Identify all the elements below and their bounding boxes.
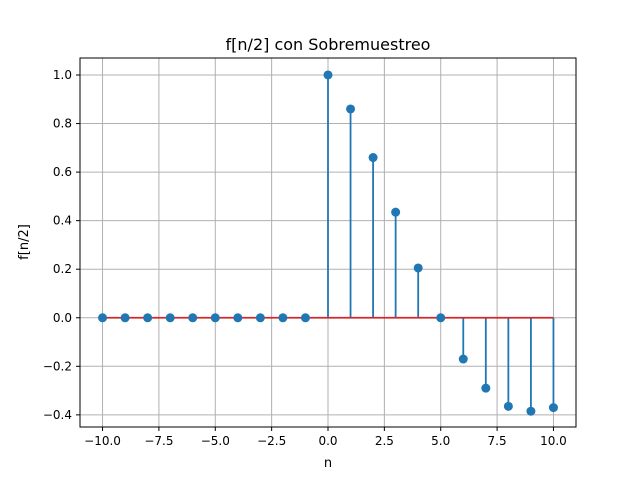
- y-tick-label: −0.2: [43, 359, 72, 373]
- stem-marker: [120, 313, 130, 323]
- stem-marker: [548, 403, 558, 413]
- stem-marker: [143, 313, 153, 323]
- stem-marker: [255, 313, 265, 323]
- y-tick-label: 0.0: [53, 311, 72, 325]
- y-tick-label: 1.0: [53, 68, 72, 82]
- x-axis-label: n: [324, 456, 332, 471]
- x-tick-label: 10.0: [540, 434, 567, 448]
- x-tick-label: 7.5: [488, 434, 507, 448]
- y-tick-label: −0.4: [43, 408, 72, 422]
- y-tick-label: 0.6: [53, 165, 72, 179]
- stem-marker: [481, 383, 491, 393]
- stem-marker: [188, 313, 198, 323]
- x-tick-label: 0.0: [318, 434, 337, 448]
- stem-marker: [233, 313, 243, 323]
- x-tick-label: −10.0: [84, 434, 121, 448]
- stem-marker: [323, 70, 333, 80]
- x-tick-label: −7.5: [144, 434, 173, 448]
- x-tick-label: −2.5: [257, 434, 286, 448]
- stem-marker: [368, 153, 378, 163]
- x-tick-label: 2.5: [375, 434, 394, 448]
- stem-marker: [165, 313, 175, 323]
- stem-marker: [210, 313, 220, 323]
- stem-marker: [98, 313, 108, 323]
- stem-marker: [503, 401, 513, 411]
- stem-marker: [436, 313, 446, 323]
- stem-marker: [413, 263, 423, 273]
- x-axis-ticks: −10.0 −7.5 −5.0 −2.5 0.0 2.5 5.0 7.5 10.0: [84, 427, 567, 448]
- x-tick-label: −5.0: [201, 434, 230, 448]
- stems: [327, 74, 555, 412]
- y-tick-label: 0.4: [53, 214, 72, 228]
- stem-marker: [300, 313, 310, 323]
- markers: [98, 70, 558, 416]
- chart-title: f[n/2] con Sobremuestreo: [226, 35, 431, 54]
- stem-marker: [526, 406, 536, 416]
- stem-marker: [346, 104, 356, 114]
- stem-marker: [278, 313, 288, 323]
- x-tick-label: 5.0: [431, 434, 450, 448]
- stem-marker: [391, 207, 401, 217]
- stem-marker: [458, 354, 468, 364]
- y-tick-label: 0.8: [53, 117, 72, 131]
- y-axis-label: f[n/2]: [17, 224, 32, 260]
- y-axis-ticks: −0.4 −0.2 0.0 0.2 0.4 0.6 0.8 1.0: [43, 68, 80, 422]
- y-tick-label: 0.2: [53, 262, 72, 276]
